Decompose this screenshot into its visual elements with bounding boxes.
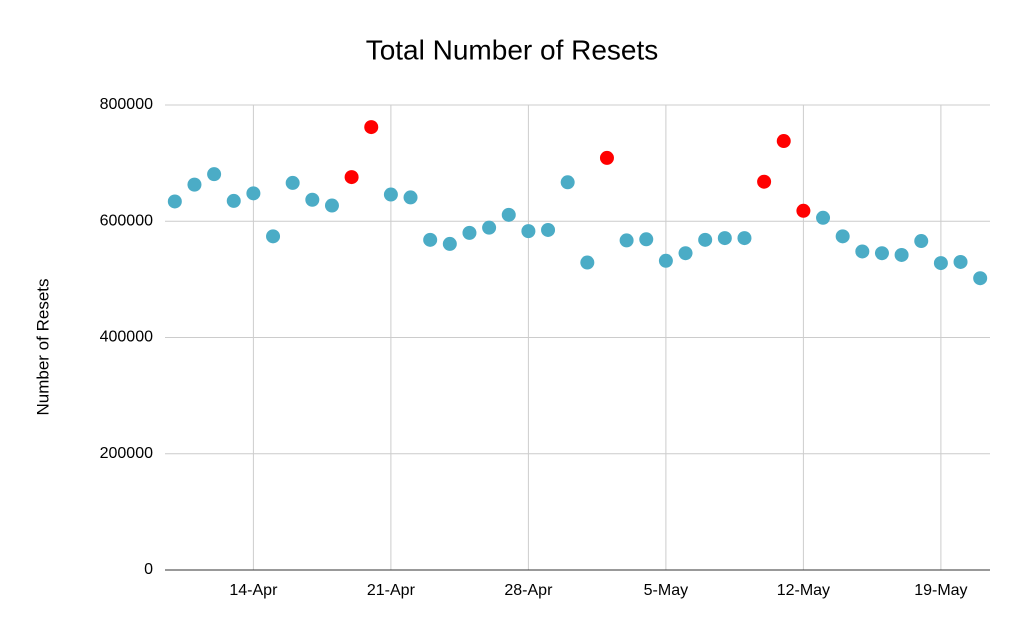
point [855,244,870,259]
point [678,246,693,261]
point [776,134,791,149]
point [462,225,477,240]
point [521,224,536,239]
y-tick-label: 400000 [100,329,153,346]
point [619,233,634,248]
y-tick-label: 0 [144,561,153,578]
chart-title: Total Number of Resets [366,34,659,65]
y-tick-label: 800000 [100,96,153,113]
x-tick-label: 21-Apr [367,582,416,599]
point [364,120,379,135]
point [246,186,261,201]
point [501,207,516,222]
point [953,254,968,269]
point [541,222,556,237]
point [933,256,948,271]
y-axis-title: Number of Resets [33,279,52,416]
point [816,210,831,225]
point [442,236,457,251]
point [383,187,398,202]
point [835,229,850,244]
point [599,150,614,165]
point [580,255,595,270]
point [482,220,497,235]
point [403,190,418,205]
point [698,232,713,247]
x-tick-label: 19-May [914,582,967,599]
point [423,232,438,247]
point [796,203,811,218]
point [717,231,732,246]
point [914,234,929,249]
y-tick-label: 600000 [100,212,153,229]
point [894,247,909,262]
y-tick-label: 200000 [100,445,153,462]
point [305,192,320,207]
point [639,232,654,247]
x-tick-label: 14-Apr [229,582,278,599]
point [973,271,988,286]
point [874,246,889,261]
x-tick-label: 28-Apr [504,582,553,599]
point [226,193,241,208]
point [737,231,752,246]
point [658,253,673,268]
point [285,175,300,190]
point [167,194,182,209]
point [757,174,772,189]
x-tick-label: 5-May [644,582,688,599]
x-tick-label: 12-May [777,582,830,599]
point [207,167,222,182]
point [560,175,575,190]
point [266,229,281,244]
point [324,198,339,213]
point [344,170,359,185]
point [187,177,202,192]
